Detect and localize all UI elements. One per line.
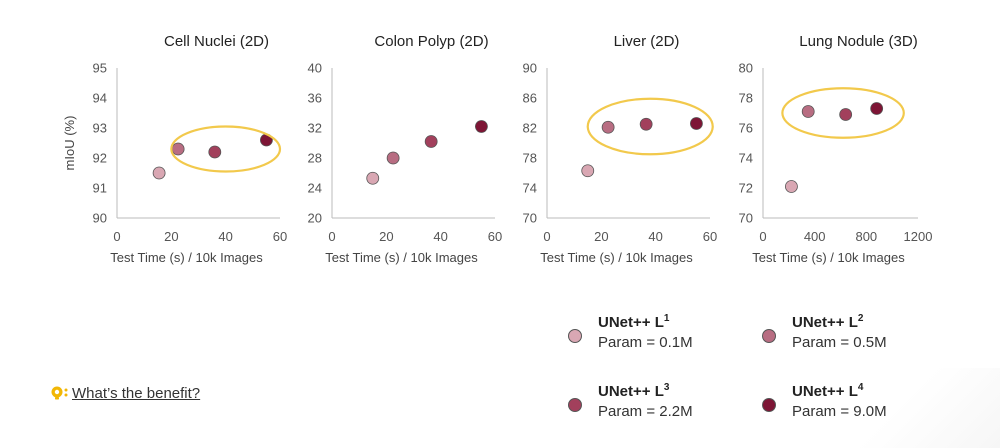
chart2-xtick-20: 20 <box>379 229 393 244</box>
chart1-ytick-92: 92 <box>93 151 107 166</box>
chart1-xtick-40: 40 <box>218 229 232 244</box>
chart1-title: Cell Nuclei (2D) <box>164 33 269 50</box>
chart2-ytick-40: 40 <box>308 61 322 76</box>
chart3-xtick-60: 60 <box>703 229 717 244</box>
chart4-ytick-74: 74 <box>739 151 753 166</box>
chart4-xtick-0: 0 <box>759 229 766 244</box>
chart3-ytick-90: 90 <box>523 61 537 76</box>
chart3-ytick-70: 70 <box>523 211 537 226</box>
chart1-ytick-91: 91 <box>93 181 107 196</box>
chart4-title: Lung Nodule (3D) <box>799 33 917 50</box>
chart2-ytick-20: 20 <box>308 211 322 226</box>
chart3-ytick-74: 74 <box>523 181 537 196</box>
chart2-ytick-24: 24 <box>308 181 322 196</box>
chart2-point-unet-l2 <box>386 151 400 165</box>
chart1-point-unet-l1 <box>152 166 166 180</box>
chart2-title: Colon Polyp (2D) <box>374 33 488 50</box>
chart3-point-unet-l3 <box>639 117 653 131</box>
chart2-point-unet-l1 <box>366 171 380 185</box>
chart3-point-unet-l1 <box>581 164 595 178</box>
chart3-xlabel: Test Time (s) / 10k Images <box>540 250 693 265</box>
legend-item-l1: UNet++ L1 Param = 0.1M <box>568 313 788 363</box>
chart2-ytick-28: 28 <box>308 151 322 166</box>
chart2-xlabel: Test Time (s) / 10k Images <box>325 250 478 265</box>
chart3-xtick-40: 40 <box>648 229 662 244</box>
chart4-point-unet-l2 <box>801 105 815 118</box>
chart4-highlight-ellipse <box>781 87 905 139</box>
legend-marker-l3 <box>568 398 582 412</box>
legend-param-l3: Param = 2.2M <box>598 403 693 420</box>
chart4-ytick-70: 70 <box>739 211 753 226</box>
legend-marker-l2 <box>762 329 776 343</box>
chart4-point-unet-l3 <box>839 108 853 121</box>
chart2-xtick-0: 0 <box>328 229 335 244</box>
chart1-xtick-20: 20 <box>164 229 178 244</box>
chart4-xtick-800: 800 <box>855 229 877 244</box>
chart4-point-unet-l1 <box>785 180 798 193</box>
chart1-point-unet-l2 <box>171 142 185 156</box>
chart3-xtick-0: 0 <box>543 229 550 244</box>
chart3-highlight-ellipse <box>586 97 714 156</box>
chart3-title: Liver (2D) <box>614 33 680 50</box>
chart4-point-unet-l4 <box>870 102 884 115</box>
chart4-ytick-80: 80 <box>739 61 753 76</box>
chart1-xlabel: Test Time (s) / 10k Images <box>110 250 263 265</box>
legend-param-l1: Param = 0.1M <box>598 334 693 351</box>
chart3-point-unet-l4 <box>690 117 703 130</box>
legend-marker-l4 <box>762 398 776 412</box>
chart3-xtick-20: 20 <box>594 229 608 244</box>
background-shade <box>840 368 1000 448</box>
chart4-ytick-72: 72 <box>739 181 753 196</box>
charts-area: 90 91 92 93 94 95 0 20 40 60 Cell Nuclei (2D) Test … <box>62 33 933 265</box>
chart1-ylabel: mIoU (%) <box>62 116 77 171</box>
chart1-ytick-95: 95 <box>93 61 107 76</box>
legend-marker-l1 <box>568 329 582 343</box>
legend-item-l3: UNet++ L3 Param = 2.2M <box>568 382 788 432</box>
chart1-xtick-0: 0 <box>113 229 120 244</box>
chart4-xtick-1200: 1200 <box>904 229 933 244</box>
chart2-ytick-36: 36 <box>308 91 322 106</box>
chart1-ytick-90: 90 <box>93 211 107 226</box>
chart3-ytick-86: 86 <box>523 91 537 106</box>
legend-item-l2: UNet++ L2 Param = 0.5M <box>762 313 982 363</box>
chart4-xlabel: Test Time (s) / 10k Images <box>752 250 905 265</box>
question-row: What’s the benefit? <box>50 382 200 404</box>
chart2-point-unet-l4 <box>475 120 488 133</box>
chart2-xtick-40: 40 <box>433 229 447 244</box>
chart1-highlight-ellipse <box>170 125 282 173</box>
legend-label-l3: UNet++ L3 <box>598 382 670 400</box>
chart1-ytick-93: 93 <box>93 121 107 136</box>
legend-label-l1: UNet++ L1 <box>598 313 670 331</box>
chart3-ytick-78: 78 <box>523 151 537 166</box>
chart1-xtick-60: 60 <box>273 229 287 244</box>
legend-label-l2: UNet++ L2 <box>792 313 864 331</box>
chart1-point-unet-l3 <box>208 145 222 159</box>
chart3-ytick-82: 82 <box>523 121 537 136</box>
chart2-ytick-32: 32 <box>308 121 322 136</box>
chart2-point-unet-l3 <box>424 135 438 148</box>
chart4-xtick-400: 400 <box>804 229 826 244</box>
benefit-link[interactable]: What’s the benefit? <box>72 384 201 402</box>
question-bulb-icon <box>51 386 68 400</box>
chart4-ytick-78: 78 <box>739 91 753 106</box>
chart1-ytick-94: 94 <box>93 91 107 106</box>
chart2-xtick-60: 60 <box>488 229 502 244</box>
chart4-ytick-76: 76 <box>739 121 753 136</box>
chart3-point-unet-l2 <box>601 120 615 134</box>
legend-param-l2: Param = 0.5M <box>792 334 887 351</box>
